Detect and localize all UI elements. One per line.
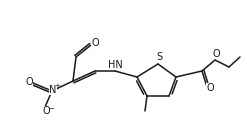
Text: S: S (156, 52, 162, 62)
Text: O: O (25, 77, 33, 87)
Text: −: − (48, 106, 54, 112)
Text: N: N (49, 85, 57, 95)
Text: O: O (91, 38, 99, 48)
Text: O: O (42, 106, 50, 116)
Text: O: O (206, 83, 214, 93)
Text: O: O (212, 49, 220, 59)
Text: HN: HN (108, 60, 122, 70)
Text: +: + (54, 83, 60, 89)
